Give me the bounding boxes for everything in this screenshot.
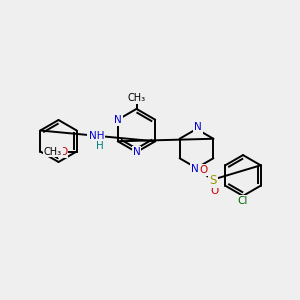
Text: CH₃: CH₃ [128, 93, 146, 103]
Text: N: N [191, 164, 199, 175]
Text: H: H [96, 140, 104, 151]
Text: O: O [59, 146, 67, 157]
Text: CH₃: CH₃ [44, 146, 62, 157]
Text: N: N [114, 115, 122, 125]
Text: O: O [199, 165, 208, 176]
Text: O: O [210, 186, 219, 197]
Text: N: N [133, 147, 140, 157]
Text: NH: NH [88, 131, 104, 141]
Text: N: N [194, 122, 202, 133]
Text: S: S [209, 173, 217, 187]
Text: Cl: Cl [238, 196, 248, 206]
